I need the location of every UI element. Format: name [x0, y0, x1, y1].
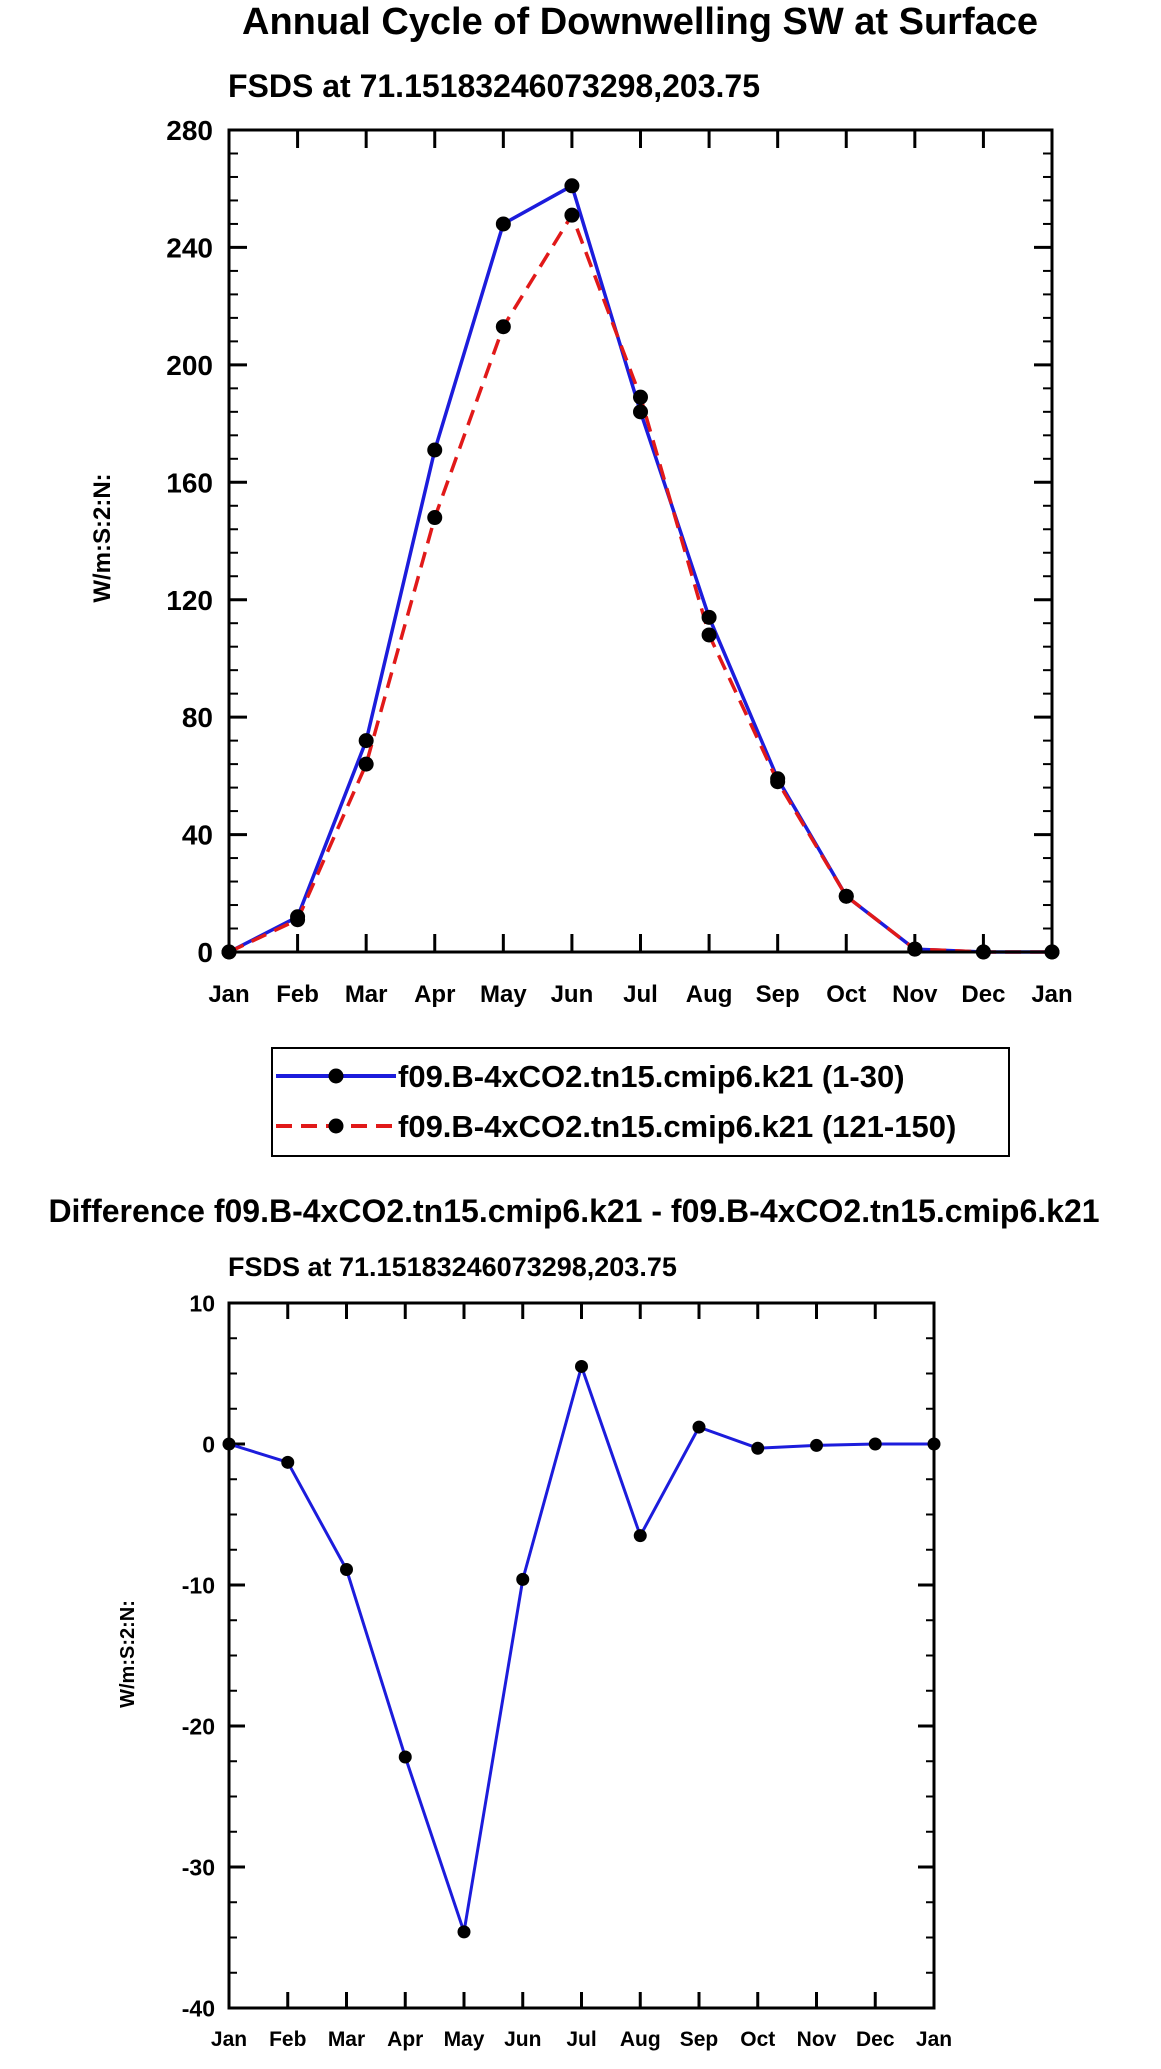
chart1-xtick-label: Sep	[756, 981, 800, 1008]
legend-label-series-1: f09.B-4xCO2.tn15.cmip6.k21 (1-30)	[398, 1059, 905, 1094]
chart1-series-2-point	[290, 912, 306, 928]
chart2-ytick-labels: -40 -30 -20 -10 0 10	[182, 1290, 215, 2021]
chart1-series-1-point	[633, 404, 648, 420]
chart2-xtick-labels: Jan Feb Mar Apr May Jun Jul Aug Sep Oct Nov Dec Jan	[211, 2028, 952, 2051]
chart2-series-1-point	[575, 1359, 588, 1373]
chart2-series-1-point	[516, 1572, 530, 1586]
chart2-subtitle: FSDS at 71.15183246073298,203.75	[228, 1252, 677, 1282]
chart2-plot-frame	[227, 1301, 936, 2010]
chart2-xtick-label: May	[444, 2028, 485, 2051]
chart1-series-2-point	[495, 319, 511, 335]
chart2-ytick-label: -40	[182, 1995, 215, 2021]
chart1-ytick-label: 280	[166, 115, 213, 146]
chart1-ticks	[227, 128, 1054, 954]
chart1-series-1-point	[427, 442, 443, 458]
chart1-series-line-2	[228, 213, 1052, 954]
chart2-series-1-point	[457, 1925, 471, 1939]
chart2-ytick-label: 10	[189, 1290, 215, 1316]
legend-marker-series-1	[328, 1068, 344, 1084]
chart1-plot-frame	[227, 128, 1054, 954]
chart2-ytick-label: -10	[182, 1572, 215, 1598]
chart2-xtick-label: Oct	[740, 2028, 775, 2051]
chart1-xtick-label: May	[480, 981, 527, 1008]
chart1-title: Annual Cycle of Downwelling SW at Surfac…	[242, 1, 1038, 43]
chart2-ytick-label: -30	[182, 1854, 215, 1880]
chart1-series-1-point	[564, 178, 580, 194]
chart1-subtitle: FSDS at 71.15183246073298,203.75	[228, 68, 760, 104]
chart1-ytick-label: 160	[166, 467, 213, 498]
chart2-xtick-label: Mar	[328, 2028, 365, 2051]
chart2-title: Difference f09.B-4xCO2.tn15.cmip6.k21 - …	[48, 1193, 1099, 1229]
chart2-xtick-label: Dec	[856, 2028, 895, 2051]
chart1-series-1-point	[701, 609, 717, 625]
chart2-xtick-label: Sep	[680, 2028, 719, 2051]
chart1-legend: f09.B-4xCO2.tn15.cmip6.k21 (1-30) f09.B-…	[271, 1047, 1010, 1157]
chart2-ytick-label: 0	[202, 1431, 215, 1457]
chart2-series-1-point	[692, 1420, 706, 1434]
chart1-xtick-label: Feb	[276, 981, 319, 1008]
chart1-xtick-label: Apr	[414, 981, 455, 1008]
chart1-ytick-labels: 0 40 80 120 160 200 240 280	[166, 115, 213, 968]
chart2-ytick-label: -20	[182, 1713, 215, 1739]
chart1-xtick-label: Nov	[892, 981, 938, 1008]
chart2-xtick-label: Jan	[211, 2028, 247, 2051]
legend-label-series-2: f09.B-4xCO2.tn15.cmip6.k21 (121-150)	[398, 1109, 956, 1144]
chart2-xtick-label: Feb	[269, 2028, 306, 2051]
chart2-series-1-point	[810, 1438, 823, 1452]
chart2-ticks	[227, 1301, 936, 2010]
chart2-ylabel: W/m:S:2:N:	[117, 1600, 139, 1708]
chart1-xtick-label: Jun	[551, 981, 594, 1008]
chart1-ytick-label: 0	[197, 937, 213, 968]
chart1-series-2-point	[701, 627, 717, 643]
chart2-xtick-label: Jun	[504, 2028, 541, 2051]
chart1-xtick-label: Jan	[208, 981, 249, 1008]
chart1-ylabel: W/m:S:2:N:	[89, 473, 116, 602]
chart2-series-1-point	[868, 1437, 882, 1451]
chart2-xtick-label: Aug	[620, 2028, 661, 2051]
difference-chart: Difference f09.B-4xCO2.tn15.cmip6.k21 - …	[48, 1193, 1099, 2051]
legend-marker-series-2	[328, 1118, 344, 1134]
chart1-xtick-label: Mar	[345, 981, 388, 1008]
chart2-series-1-point	[633, 1529, 647, 1543]
chart1-ytick-label: 80	[182, 702, 213, 733]
chart1-series-2-point	[838, 888, 854, 904]
chart2-series-1-point	[340, 1562, 353, 1576]
chart1-ytick-label: 120	[166, 585, 213, 616]
chart2-xtick-label: Jul	[566, 2028, 596, 2051]
chart1-ytick-label: 240	[166, 233, 213, 264]
chart1-ytick-label: 200	[166, 350, 213, 381]
chart2-xtick-label: Nov	[797, 2028, 837, 2051]
chart2-xtick-label: Jan	[916, 2028, 952, 2051]
chart1-series-2-point	[358, 756, 374, 772]
chart2-series-1-point	[398, 1750, 412, 1764]
chart1-series-2-point	[633, 389, 648, 405]
chart2-series-1-point	[281, 1455, 295, 1469]
chart2-xtick-label: Apr	[387, 2028, 423, 2051]
chart1-ytick-label: 40	[182, 820, 213, 851]
chart2-series-line-1	[228, 1365, 934, 1934]
chart1-xtick-labels: Jan Feb Mar Apr May Jun Jul Aug Sep Oct Nov Dec Jan	[208, 981, 1072, 1008]
chart1-series-2-point	[907, 941, 923, 957]
legend-box	[271, 1047, 1010, 1157]
chart1-xtick-label: Jul	[623, 981, 658, 1008]
chart2-series	[222, 1359, 941, 1939]
chart1-series	[221, 178, 1060, 960]
chart2-series-1-point	[751, 1441, 765, 1455]
chart1-xtick-label: Oct	[826, 981, 866, 1008]
chart1-xtick-label: Aug	[686, 981, 733, 1008]
chart1-series-2-point	[770, 774, 786, 790]
chart1-xtick-label: Dec	[961, 981, 1005, 1008]
chart1-series-2-point	[427, 510, 443, 526]
chart1-series-2-point	[564, 207, 580, 223]
chart1-xtick-label: Jan	[1031, 981, 1072, 1008]
chart1-series-1-point	[358, 733, 374, 749]
annual-cycle-chart: Annual Cycle of Downwelling SW at Surfac…	[89, 1, 1073, 1008]
chart1-series-1-point	[495, 216, 511, 232]
chart1-series-line-1	[228, 184, 1052, 954]
